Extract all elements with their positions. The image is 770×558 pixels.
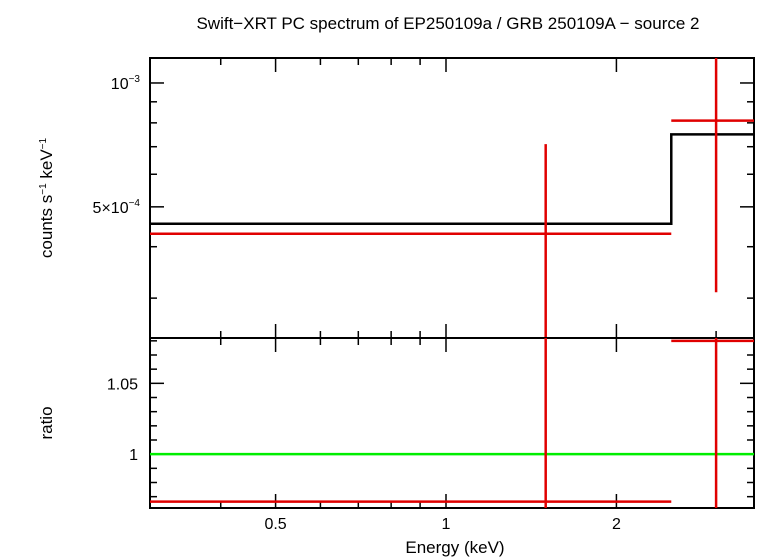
spectrum-x-ticks [149,58,717,338]
ratio-y-ticks: 11.05 [107,340,754,498]
x-tick-labels: 0.5 1 2 [264,516,620,533]
y-tick-label: 5×10−4 [93,198,141,217]
spectrum-y-axis-label: counts s−1 keV−1 [37,137,56,258]
ratio-x-ticks [149,338,717,508]
ratio-series [150,338,754,508]
ratio-panel: 11.05 ratio [37,337,755,509]
model-step-line [150,133,754,225]
ratio-panel-frame [149,337,755,509]
x-tick-label: 0.5 [264,516,286,533]
x-tick-label: 1 [442,516,451,533]
y-tick-label: 10−3 [111,74,141,93]
y-tick-label: 1 [129,447,138,464]
chart-title: Swift−XRT PC spectrum of EP250109a / GRB… [196,14,699,33]
ratio-y-axis-label: ratio [37,406,56,439]
y-tick-label: 1.05 [107,376,138,393]
spectrum-y-ticks: 5×10−4 10−3 [93,74,754,299]
spectrum-series [150,58,754,338]
x-tick-label: 2 [612,516,621,533]
spectrum-panel: 5×10−4 10−3 counts s−1 keV−1 [37,57,755,339]
x-axis-label: Energy (keV) [405,538,504,557]
spectrum-panel-frame [149,57,755,339]
